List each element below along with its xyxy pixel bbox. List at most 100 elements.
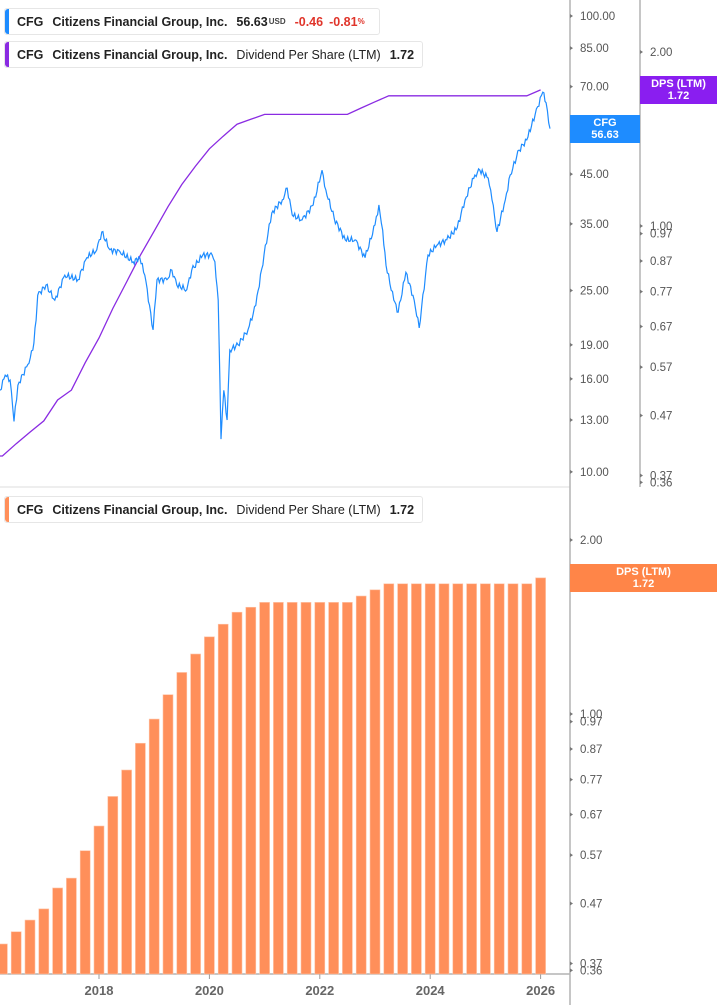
legend-price[interactable]: CFG Citizens Financial Group, Inc. 56.63…	[4, 8, 380, 35]
dps-bar	[438, 583, 450, 975]
dps-bar	[66, 877, 77, 975]
dps-bar	[314, 602, 326, 975]
price-tick-mark	[570, 221, 573, 226]
dps-tick-label: 0.77	[580, 775, 602, 787]
dps-tick-label: 2.00	[580, 535, 602, 547]
price-tick-label: 16.00	[580, 374, 609, 386]
dps-tick-label: 1.00	[650, 221, 672, 233]
legend-change-pct: -0.81	[329, 14, 358, 29]
dps-tick-mark	[570, 812, 573, 817]
legend-metric: Dividend Per Share (LTM)	[236, 47, 381, 62]
x-tick-label: 2020	[195, 983, 224, 998]
dps-tick-label: 0.77	[650, 287, 672, 299]
dps-tick-label: 2.00	[650, 47, 672, 59]
legend-value: 1.72	[389, 502, 415, 517]
dps-tick-mark	[640, 258, 643, 263]
dps-bar	[273, 602, 284, 975]
legend-ticker: CFG	[17, 502, 44, 517]
dps-bar	[52, 887, 63, 975]
dps-tick-mark	[570, 968, 573, 973]
dps-bar	[135, 742, 146, 975]
dps-tick-mark	[640, 50, 643, 55]
dps-bar	[79, 850, 91, 975]
dps-tick-label: 0.87	[650, 256, 672, 268]
dps-tick-mark	[570, 538, 573, 543]
x-tick-label: 2022	[305, 983, 334, 998]
dps-bar	[259, 602, 270, 975]
dps-bar	[231, 611, 243, 975]
dps-tick-label: 0.67	[580, 810, 602, 822]
dps-bar	[38, 908, 50, 975]
price-tick-label: 45.00	[580, 169, 609, 181]
legend-currency: USD	[268, 17, 286, 26]
dps-tick-label: 0.47	[580, 899, 602, 911]
dps-bar	[493, 583, 505, 975]
price-tick-label: 70.00	[580, 82, 609, 94]
price-tag-value: 56.63	[591, 129, 619, 141]
dps-bar	[328, 602, 339, 975]
price-tick-label: 25.00	[580, 285, 609, 297]
dps-tick-mark	[640, 473, 643, 478]
dps-tick-mark	[570, 719, 573, 724]
price-tick-label: 10.00	[580, 467, 609, 479]
x-tick-label: 2026	[526, 983, 555, 998]
dps-bar	[369, 589, 381, 975]
legend-metric: Dividend Per Share (LTM)	[236, 502, 381, 517]
legend-dps-top[interactable]: CFG Citizens Financial Group, Inc. Divid…	[4, 41, 424, 68]
dps-tick-mark	[570, 901, 573, 906]
dps-tick-mark	[570, 961, 573, 966]
dps-tick-mark	[640, 289, 643, 294]
dps-bar	[190, 653, 201, 975]
dps-tick-label: 0.67	[650, 322, 672, 334]
legend-price-value: 56.63	[236, 14, 268, 29]
dps-bar	[0, 943, 8, 975]
dps-bar	[176, 672, 188, 975]
dps-bar	[204, 636, 215, 975]
dps-bar	[121, 769, 132, 975]
dps-tick-label: 0.47	[650, 411, 672, 423]
x-tick-label: 2018	[85, 983, 114, 998]
price-tick-mark	[570, 417, 573, 422]
price-tick-mark	[570, 172, 573, 177]
dps-bar	[452, 583, 464, 975]
price-tick-mark	[570, 376, 573, 381]
price-tag-label: CFG	[593, 117, 617, 129]
dps-bar	[411, 583, 422, 975]
dps-tag-label: DPS (LTM)	[616, 566, 671, 578]
legend-company: Citizens Financial Group, Inc.	[52, 502, 228, 517]
price-tick-mark	[570, 342, 573, 347]
dps-tick-mark	[640, 365, 643, 370]
legend-dps-bottom[interactable]: CFG Citizens Financial Group, Inc. Divid…	[4, 496, 424, 523]
dps-tick-mark	[570, 777, 573, 782]
dps-bar	[397, 583, 408, 975]
price-tick-label: 19.00	[580, 340, 609, 352]
dps-bar	[245, 606, 257, 975]
dps-tag-bottom: DPS (LTM) 1.72	[570, 564, 717, 592]
dps-bar	[162, 694, 174, 975]
dps-bar	[300, 602, 312, 975]
legend-pct-sign: %	[357, 17, 365, 26]
dps-bar	[24, 919, 36, 975]
legend-ticker: CFG	[17, 47, 44, 62]
legend-company: Citizens Financial Group, Inc.	[52, 14, 228, 29]
price-tick-label: 13.00	[580, 415, 609, 427]
dps-tag-top: DPS (LTM) 1.72	[640, 76, 717, 104]
price-tick-label: 35.00	[580, 219, 609, 231]
dps-tick-mark	[570, 853, 573, 858]
dps-tick-label: 1.00	[580, 709, 602, 721]
x-tick-label: 2024	[416, 983, 446, 998]
dps-tick-mark	[640, 231, 643, 236]
dps-bar	[383, 583, 395, 975]
legend-change: -0.46	[294, 14, 324, 29]
dps-bar	[466, 583, 477, 975]
legend-ticker: CFG	[17, 14, 44, 29]
dps-bar	[480, 583, 491, 975]
price-tick-mark	[570, 46, 573, 51]
dps-tick-mark	[570, 712, 573, 716]
dps-bar	[521, 583, 533, 975]
dps-tick-label: 0.57	[580, 850, 602, 862]
dps-tick-label: 0.36	[650, 477, 672, 489]
dps-bar	[93, 825, 105, 975]
price-line	[0, 91, 551, 440]
